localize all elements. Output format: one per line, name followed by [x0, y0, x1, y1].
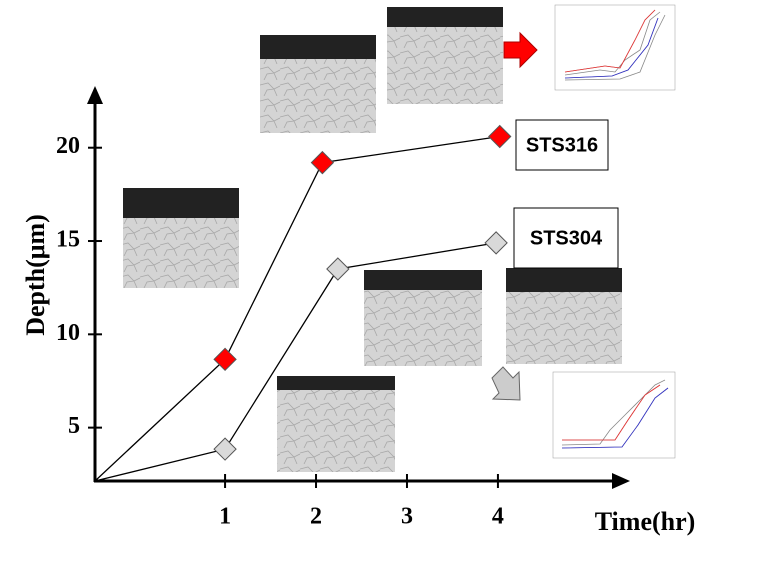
x-tick-label: 1	[219, 504, 231, 530]
x-tick-label: 4	[492, 504, 504, 530]
inset-plot	[554, 4, 676, 91]
micrograph	[260, 35, 376, 133]
legend-label: STS304	[530, 227, 603, 249]
x-axis-arrow	[612, 473, 630, 489]
micrograph	[277, 376, 395, 472]
y-tick-label: 5	[68, 413, 80, 439]
x-axis-title: Time(hr)	[595, 507, 696, 536]
axes	[93, 98, 618, 483]
x-tick-label: 2	[310, 504, 322, 530]
legend-box	[513, 207, 619, 269]
micrographs	[123, 7, 622, 472]
series-line	[94, 242, 497, 482]
micrograph	[123, 188, 239, 288]
arrow	[503, 31, 538, 69]
y-tick-label: 10	[56, 320, 80, 346]
data-point	[213, 437, 237, 461]
y-tick-label: 15	[56, 227, 80, 253]
data-point	[310, 150, 335, 175]
y-axis-title: Depth(μm)	[21, 214, 50, 336]
micrograph	[506, 268, 622, 364]
arrow	[491, 366, 521, 401]
data-point	[484, 231, 508, 255]
inset-plot	[552, 371, 676, 459]
x-tick-label: 3	[401, 504, 413, 530]
series-line	[94, 135, 500, 482]
y-tick-label: 20	[56, 133, 80, 159]
micrograph	[387, 7, 503, 104]
legend-box	[515, 119, 609, 171]
micrograph	[364, 270, 482, 366]
y-axis-arrow	[87, 86, 103, 104]
data-point	[326, 257, 350, 281]
data-point	[488, 124, 512, 149]
legend-label: STS316	[526, 134, 598, 156]
data-point	[213, 347, 237, 372]
